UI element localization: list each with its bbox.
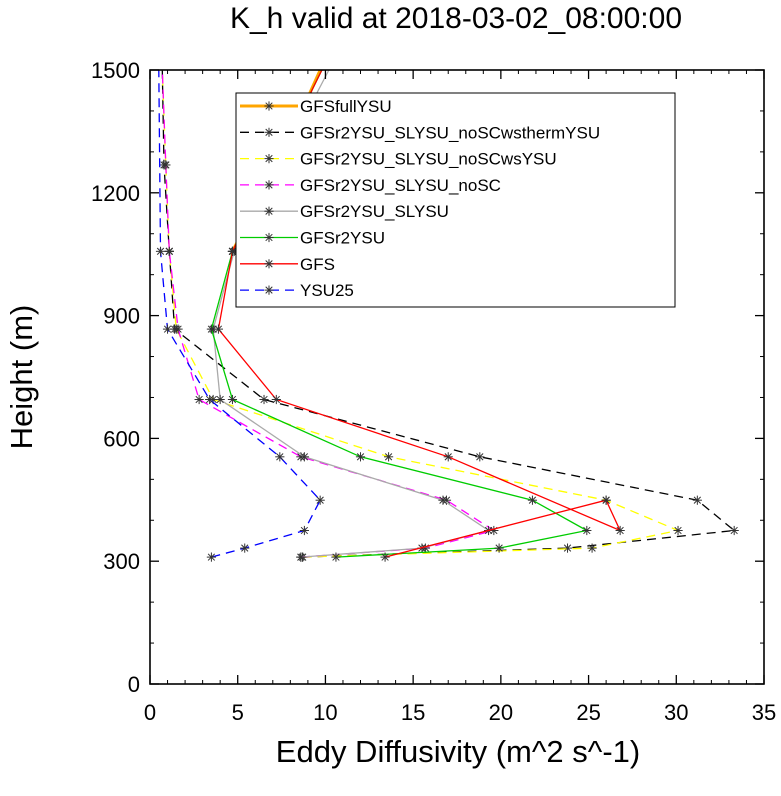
- data-point: [206, 552, 216, 562]
- data-point: [315, 495, 325, 505]
- series-6: [213, 69, 625, 562]
- x-tick-label: 30: [664, 700, 688, 725]
- data-point: [443, 452, 453, 462]
- legend-marker: [264, 180, 274, 190]
- data-point: [587, 543, 597, 553]
- plot-area: 0 5 10 15 20 25 30 35 0 300 600 900 1200 1500: [91, 58, 776, 725]
- x-tick-label: 20: [489, 700, 513, 725]
- y-tick-label: 600: [103, 426, 140, 451]
- chart-title: K_h valid at 2018-03-02_08:00:00: [230, 2, 682, 35]
- data-point: [299, 525, 309, 536]
- x-tick-label: 25: [576, 700, 600, 725]
- legend-item: YSU25: [240, 281, 354, 300]
- legend: GFSfullYSU GFSr2YSU_SLYSU_noSCwsthermYSU G…: [235, 92, 676, 308]
- y-axis-label: Height (m): [4, 305, 39, 450]
- series-7: [155, 69, 325, 562]
- legend-marker: [264, 127, 274, 137]
- series-layer: [155, 69, 739, 562]
- data-point: [271, 394, 281, 405]
- legend-items: GFSfullYSU GFSr2YSU_SLYSU_noSCwsthermYSU G…: [240, 97, 600, 300]
- data-point: [240, 543, 250, 553]
- x-tick-label: 5: [232, 700, 244, 725]
- data-point: [296, 552, 306, 562]
- y-tick-label: 900: [103, 304, 140, 329]
- legend-label: YSU25: [300, 281, 354, 300]
- legend-label: GFSr2YSU_SLYSU: [300, 202, 449, 221]
- x-tick-label: 35: [752, 700, 776, 725]
- data-point: [562, 543, 573, 553]
- legend-marker: [264, 101, 274, 111]
- legend-label: GFSr2YSU_SLYSU_noSCwsYSU: [300, 150, 557, 169]
- data-point: [227, 394, 238, 405]
- data-point: [331, 552, 341, 562]
- data-point: [161, 160, 171, 170]
- plot-frame: [149, 69, 765, 685]
- y-tick-label: 1200: [91, 181, 140, 206]
- legend-item: GFSr2YSU_SLYSU_noSCwsthermYSU: [240, 123, 600, 142]
- legend-item: GFSfullYSU: [240, 97, 392, 116]
- y-tick-label: 300: [103, 549, 140, 574]
- data-point: [155, 246, 166, 256]
- x-tick-label: 0: [144, 700, 156, 725]
- legend-item: GFS: [240, 255, 335, 274]
- data-point: [582, 525, 592, 536]
- x-tick-label: 10: [313, 700, 337, 725]
- data-point: [164, 246, 174, 256]
- legend-label: GFSr2YSU_SLYSU_noSC: [300, 176, 501, 195]
- data-point: [213, 324, 224, 334]
- legend-item: GFSr2YSU_SLYSU: [240, 202, 449, 221]
- legend-label: GFSr2YSU: [300, 229, 385, 248]
- data-point: [601, 495, 611, 505]
- data-point: [438, 495, 448, 505]
- data-point: [259, 394, 269, 405]
- series-line: [161, 69, 681, 558]
- legend-marker: [264, 259, 274, 269]
- legend-label: GFS: [300, 255, 335, 274]
- data-point: [494, 543, 504, 553]
- data-point: [475, 452, 485, 462]
- data-point: [355, 452, 366, 462]
- data-point: [275, 452, 285, 462]
- data-point: [205, 394, 215, 405]
- x-tick-label: 15: [401, 700, 425, 725]
- data-point: [299, 452, 309, 462]
- legend-marker: [264, 206, 274, 216]
- data-point: [692, 495, 702, 505]
- data-point: [173, 324, 183, 334]
- legend-marker: [264, 232, 274, 243]
- series-line: [161, 69, 736, 558]
- legend-marker: [264, 285, 274, 295]
- data-point: [615, 525, 625, 536]
- data-point: [673, 525, 683, 536]
- data-point: [527, 495, 538, 505]
- legend-box: [235, 92, 676, 308]
- legend-item: GFSr2YSU_SLYSU_noSC: [240, 176, 501, 195]
- data-point: [194, 394, 204, 405]
- legend-item: GFSr2YSU_SLYSU_noSCwsYSU: [240, 150, 557, 169]
- y-tick-label: 1500: [91, 58, 140, 83]
- data-point: [215, 394, 225, 405]
- legend-label: GFSr2YSU_SLYSU_noSCwsthermYSU: [300, 123, 600, 142]
- data-point: [729, 525, 739, 536]
- y-tick-label: 0: [128, 672, 140, 697]
- x-axis-label: Eddy Diffusivity (m^2 s^-1): [276, 734, 640, 769]
- data-point: [383, 452, 394, 462]
- data-point: [380, 552, 390, 562]
- legend-label: GFSfullYSU: [300, 97, 392, 116]
- data-point: [206, 324, 216, 334]
- tick-layer: 0 5 10 15 20 25 30 35 0 300 600 900 1200 1500: [91, 58, 776, 725]
- series-line: [217, 69, 622, 558]
- data-point: [162, 324, 173, 334]
- legend-item: GFSr2YSU: [240, 229, 385, 248]
- legend-marker: [264, 154, 274, 164]
